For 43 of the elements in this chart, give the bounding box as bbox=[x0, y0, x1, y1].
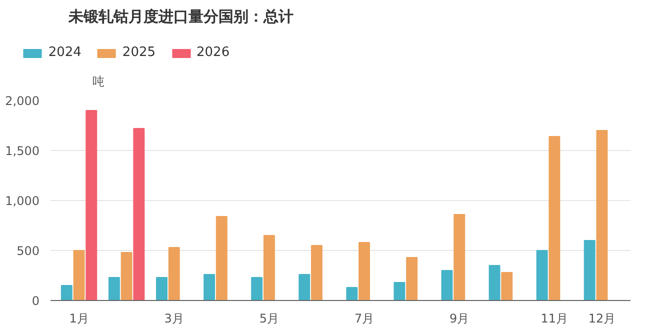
y-axis-title: 吨 bbox=[92, 74, 104, 88]
bar bbox=[251, 277, 263, 300]
bar bbox=[394, 282, 406, 300]
x-tick-label: 12月 bbox=[588, 312, 616, 326]
bar bbox=[86, 110, 98, 300]
legend-label: 2024 bbox=[48, 45, 82, 60]
bar bbox=[133, 128, 145, 300]
y-tick-label: 2,000 bbox=[5, 94, 40, 108]
bar bbox=[454, 214, 466, 300]
bar bbox=[311, 245, 322, 300]
x-tick-label: 5月 bbox=[259, 312, 280, 326]
chart-title: 未锻轧钴月度进口量分国别：总计 bbox=[68, 8, 294, 26]
bar bbox=[108, 277, 120, 300]
bar bbox=[73, 250, 85, 300]
bar bbox=[441, 270, 453, 300]
bar bbox=[346, 287, 358, 300]
legend-label: 2025 bbox=[122, 45, 156, 60]
bar bbox=[406, 257, 418, 300]
x-tick-label: 11月 bbox=[540, 312, 568, 326]
bar bbox=[358, 242, 370, 300]
x-tick-label: 9月 bbox=[450, 312, 470, 326]
bar bbox=[298, 274, 310, 300]
legend-label: 2026 bbox=[196, 45, 230, 60]
y-tick-label: 500 bbox=[16, 244, 40, 258]
bar bbox=[204, 274, 216, 300]
bar bbox=[584, 240, 596, 300]
bar bbox=[501, 272, 513, 300]
bar bbox=[263, 235, 275, 300]
bar bbox=[216, 216, 228, 300]
bar bbox=[120, 252, 132, 300]
x-tick-label: 3月 bbox=[164, 312, 184, 326]
x-tick-label: 7月 bbox=[354, 312, 374, 326]
bar bbox=[536, 250, 548, 300]
bar bbox=[548, 136, 560, 300]
y-tick-label: 0 bbox=[32, 294, 40, 308]
bar bbox=[488, 265, 500, 300]
y-tick-label: 1,500 bbox=[5, 144, 40, 158]
y-tick-label: 1,000 bbox=[5, 194, 40, 208]
bar bbox=[596, 130, 608, 300]
bar bbox=[60, 285, 72, 300]
bar bbox=[156, 277, 168, 300]
bar bbox=[168, 247, 180, 300]
x-tick-label: 1月 bbox=[69, 312, 89, 326]
